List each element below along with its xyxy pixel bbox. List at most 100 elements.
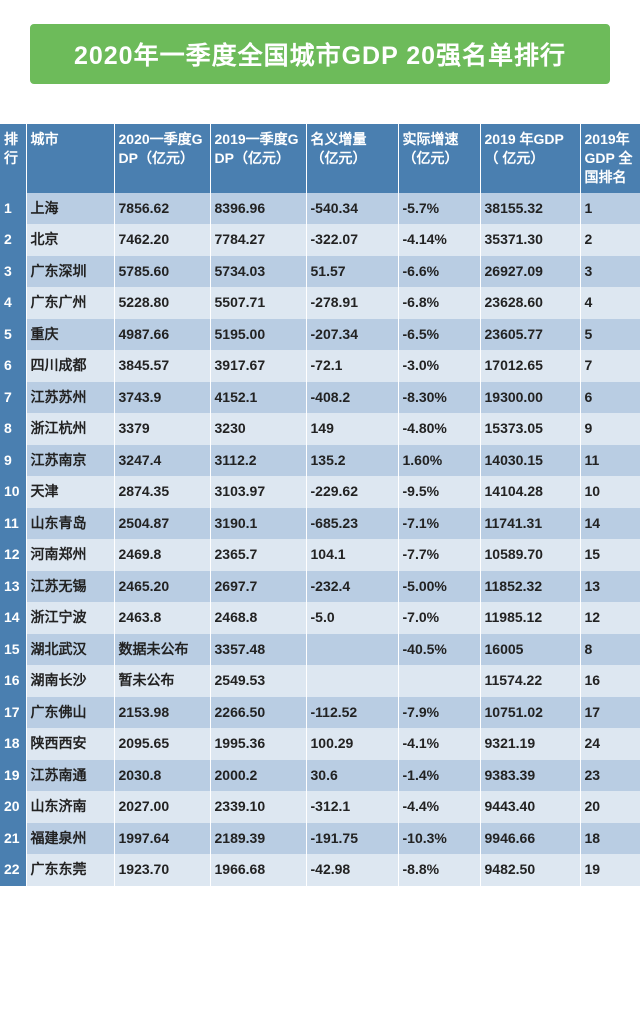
- cell-city: 四川成都: [26, 350, 114, 382]
- cell-delta: 149: [306, 413, 398, 445]
- cell-city: 湖南长沙: [26, 665, 114, 697]
- cell-delta: 135.2: [306, 445, 398, 477]
- cell-rank: 7: [0, 382, 26, 414]
- cell-rank: 17: [0, 697, 26, 729]
- cell-g20: 2153.98: [114, 697, 210, 729]
- cell-city: 江苏无锡: [26, 571, 114, 603]
- cell-g20: 5228.80: [114, 287, 210, 319]
- cell-rate: -5.00%: [398, 571, 480, 603]
- gdp-table: 排行 城市 2020一季度GDP（亿元） 2019一季度GDP（亿元） 名义增量…: [0, 124, 640, 886]
- cell-r19: 17: [580, 697, 640, 729]
- cell-rate: -3.0%: [398, 350, 480, 382]
- table-row: 9江苏南京3247.43112.2135.21.60%14030.1511: [0, 445, 640, 477]
- cell-rate: -9.5%: [398, 476, 480, 508]
- cell-delta: -408.2: [306, 382, 398, 414]
- table-row: 22广东东莞1923.701966.68-42.98-8.8%9482.5019: [0, 854, 640, 886]
- cell-city: 江苏苏州: [26, 382, 114, 414]
- cell-r19: 20: [580, 791, 640, 823]
- cell-city: 广东深圳: [26, 256, 114, 288]
- cell-rate: -10.3%: [398, 823, 480, 855]
- cell-r19: 11: [580, 445, 640, 477]
- cell-r19: 18: [580, 823, 640, 855]
- cell-rate: -4.14%: [398, 224, 480, 256]
- cell-city: 江苏南通: [26, 760, 114, 792]
- cell-rank: 12: [0, 539, 26, 571]
- cell-g19: 3112.2: [210, 445, 306, 477]
- cell-city: 广东东莞: [26, 854, 114, 886]
- cell-rate: -4.80%: [398, 413, 480, 445]
- cell-g20: 1923.70: [114, 854, 210, 886]
- table-row: 11山东青岛2504.873190.1-685.23-7.1%11741.311…: [0, 508, 640, 540]
- cell-g19: 4152.1: [210, 382, 306, 414]
- cell-city: 浙江宁波: [26, 602, 114, 634]
- table-header-row: 排行 城市 2020一季度GDP（亿元） 2019一季度GDP（亿元） 名义增量…: [0, 124, 640, 193]
- cell-g20: 2030.8: [114, 760, 210, 792]
- cell-y19: 11741.31: [480, 508, 580, 540]
- cell-delta: -72.1: [306, 350, 398, 382]
- cell-y19: 16005: [480, 634, 580, 666]
- cell-delta: 51.57: [306, 256, 398, 288]
- table-row: 15湖北武汉数据未公布3357.48-40.5%160058: [0, 634, 640, 666]
- cell-city: 天津: [26, 476, 114, 508]
- cell-rank: 11: [0, 508, 26, 540]
- cell-delta: -685.23: [306, 508, 398, 540]
- cell-g19: 5195.00: [210, 319, 306, 351]
- cell-city: 重庆: [26, 319, 114, 351]
- cell-g19: 3230: [210, 413, 306, 445]
- table-row: 10天津2874.353103.97-229.62-9.5%14104.2810: [0, 476, 640, 508]
- col-city: 城市: [26, 124, 114, 193]
- cell-rank: 15: [0, 634, 26, 666]
- cell-y19: 11574.22: [480, 665, 580, 697]
- cell-delta: -540.34: [306, 193, 398, 225]
- cell-rate: -4.1%: [398, 728, 480, 760]
- cell-rate: -6.6%: [398, 256, 480, 288]
- cell-delta: 104.1: [306, 539, 398, 571]
- cell-city: 山东青岛: [26, 508, 114, 540]
- cell-g20: 数据未公布: [114, 634, 210, 666]
- table-row: 17广东佛山2153.982266.50-112.52-7.9%10751.02…: [0, 697, 640, 729]
- cell-city: 浙江杭州: [26, 413, 114, 445]
- cell-r19: 3: [580, 256, 640, 288]
- cell-delta: 100.29: [306, 728, 398, 760]
- table-body: 1上海7856.628396.96-540.34-5.7%38155.3212北…: [0, 193, 640, 886]
- cell-rank: 19: [0, 760, 26, 792]
- cell-g19: 5507.71: [210, 287, 306, 319]
- cell-rate: -5.7%: [398, 193, 480, 225]
- cell-rate: -1.4%: [398, 760, 480, 792]
- cell-y19: 9443.40: [480, 791, 580, 823]
- table-row: 5重庆4987.665195.00-207.34-6.5%23605.775: [0, 319, 640, 351]
- table-row: 21福建泉州1997.642189.39-191.75-10.3%9946.66…: [0, 823, 640, 855]
- cell-delta: -322.07: [306, 224, 398, 256]
- cell-rank: 6: [0, 350, 26, 382]
- cell-g20: 3379: [114, 413, 210, 445]
- cell-rate: -6.5%: [398, 319, 480, 351]
- cell-y19: 14104.28: [480, 476, 580, 508]
- cell-city: 广东佛山: [26, 697, 114, 729]
- cell-delta: -5.0: [306, 602, 398, 634]
- cell-g19: 2000.2: [210, 760, 306, 792]
- cell-g19: 7784.27: [210, 224, 306, 256]
- cell-delta: [306, 665, 398, 697]
- cell-y19: 9482.50: [480, 854, 580, 886]
- cell-y19: 11985.12: [480, 602, 580, 634]
- cell-rate: -40.5%: [398, 634, 480, 666]
- cell-delta: -42.98: [306, 854, 398, 886]
- cell-y19: 19300.00: [480, 382, 580, 414]
- table-row: 2北京7462.207784.27-322.07-4.14%35371.302: [0, 224, 640, 256]
- cell-r19: 6: [580, 382, 640, 414]
- cell-city: 湖北武汉: [26, 634, 114, 666]
- cell-y19: 35371.30: [480, 224, 580, 256]
- table-row: 4广东广州5228.805507.71-278.91-6.8%23628.604: [0, 287, 640, 319]
- title-banner: 2020年一季度全国城市GDP 20强名单排行: [30, 24, 610, 84]
- cell-y19: 23628.60: [480, 287, 580, 319]
- cell-rate: -8.8%: [398, 854, 480, 886]
- table-row: 14浙江宁波2463.82468.8-5.0-7.0%11985.1212: [0, 602, 640, 634]
- cell-r19: 16: [580, 665, 640, 697]
- table-row: 8浙江杭州33793230149-4.80%15373.059: [0, 413, 640, 445]
- cell-rank: 5: [0, 319, 26, 351]
- cell-rate: -7.9%: [398, 697, 480, 729]
- table-row: 3广东深圳5785.605734.0351.57-6.6%26927.093: [0, 256, 640, 288]
- cell-rank: 4: [0, 287, 26, 319]
- cell-rate: [398, 665, 480, 697]
- cell-g19: 8396.96: [210, 193, 306, 225]
